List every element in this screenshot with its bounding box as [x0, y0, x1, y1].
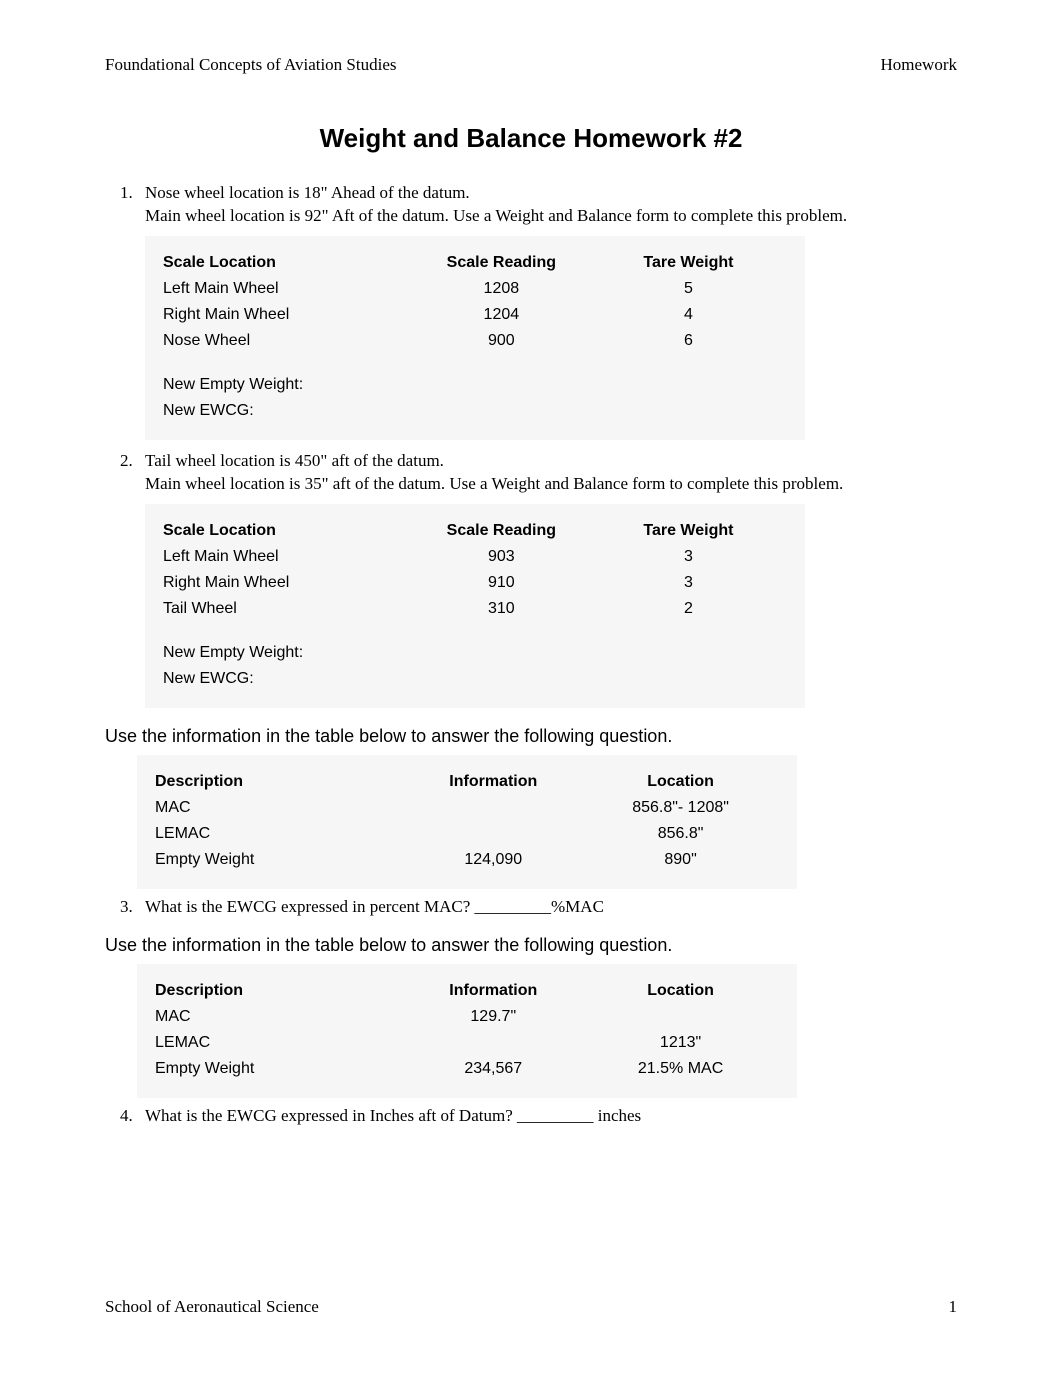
- header-right: Homework: [881, 55, 957, 75]
- header-left: Foundational Concepts of Aviation Studie…: [105, 55, 397, 75]
- q2-r1c0: Right Main Wheel: [155, 570, 401, 596]
- page-title: Weight and Balance Homework #2: [105, 123, 957, 154]
- section4-note: Use the information in the table below t…: [105, 935, 957, 956]
- q2-r0c1: 903: [401, 544, 602, 570]
- q2-r2c0: Tail Wheel: [155, 596, 401, 622]
- q1-footer-0: New Empty Weight:: [155, 372, 401, 398]
- q2-footer-1: New EWCG:: [155, 666, 401, 692]
- q1-r0c0: Left Main Wheel: [155, 276, 401, 302]
- q3-r2c1: 124,090: [392, 847, 594, 873]
- q1-r0c1: 1208: [401, 276, 602, 302]
- q2-line1: Tail wheel location is 450" aft of the d…: [145, 451, 444, 470]
- q1-r1c1: 1204: [401, 302, 602, 328]
- q3-th-0: Description: [147, 769, 392, 795]
- footer-right: 1: [949, 1297, 958, 1317]
- q1-r0c2: 5: [602, 276, 775, 302]
- q3-r0c0: MAC: [147, 795, 392, 821]
- q1-th-0: Scale Location: [155, 250, 401, 276]
- q2-th-1: Scale Reading: [401, 518, 602, 544]
- q3-r2c2: 890": [594, 847, 767, 873]
- q4-r0c1: 129.7": [392, 1004, 594, 1030]
- q1-th-2: Tare Weight: [602, 250, 775, 276]
- q3-r0c1: [392, 795, 594, 821]
- question-2: Tail wheel location is 450" aft of the d…: [137, 450, 957, 708]
- q4-r1c0: LEMAC: [147, 1030, 392, 1056]
- question-list: Nose wheel location is 18" Ahead of the …: [105, 182, 957, 1126]
- q3-th-1: Information: [392, 769, 594, 795]
- q4-r2c1: 234,567: [392, 1056, 594, 1082]
- q3-r1c1: [392, 821, 594, 847]
- q1-table-wrap: Scale Location Scale Reading Tare Weight…: [145, 236, 805, 440]
- q4-table: Description Information Location MAC 129…: [147, 978, 767, 1082]
- q4-text: What is the EWCG expressed in Inches aft…: [145, 1106, 641, 1125]
- q4-r1c1: [392, 1030, 594, 1056]
- q2-table: Scale Location Scale Reading Tare Weight…: [155, 518, 775, 692]
- q3-r1c0: LEMAC: [147, 821, 392, 847]
- q4-r1c2: 1213": [594, 1030, 767, 1056]
- question-3: What is the EWCG expressed in percent MA…: [137, 897, 957, 917]
- q2-table-wrap: Scale Location Scale Reading Tare Weight…: [145, 504, 805, 708]
- q2-r1c2: 3: [602, 570, 775, 596]
- q4-th-0: Description: [147, 978, 392, 1004]
- q4-table-wrap: Description Information Location MAC 129…: [137, 964, 797, 1098]
- q2-r0c0: Left Main Wheel: [155, 544, 401, 570]
- q2-footer-0: New Empty Weight:: [155, 640, 401, 666]
- q1-r1c2: 4: [602, 302, 775, 328]
- q3-table-wrap: Description Information Location MAC 856…: [137, 755, 797, 889]
- question-4: What is the EWCG expressed in Inches aft…: [137, 1106, 957, 1126]
- q2-r0c2: 3: [602, 544, 775, 570]
- q1-r2c1: 900: [401, 328, 602, 354]
- q4-th-2: Location: [594, 978, 767, 1004]
- q2-line2: Main wheel location is 35" aft of the da…: [145, 474, 843, 493]
- q4-r2c0: Empty Weight: [147, 1056, 392, 1082]
- footer-left: School of Aeronautical Science: [105, 1297, 319, 1317]
- q4-r0c0: MAC: [147, 1004, 392, 1030]
- q1-r1c0: Right Main Wheel: [155, 302, 401, 328]
- q3-r1c2: 856.8": [594, 821, 767, 847]
- q3-table: Description Information Location MAC 856…: [147, 769, 767, 873]
- q1-r2c0: Nose Wheel: [155, 328, 401, 354]
- q2-th-2: Tare Weight: [602, 518, 775, 544]
- q2-r2c1: 310: [401, 596, 602, 622]
- q1-line2: Main wheel location is 92" Aft of the da…: [145, 206, 847, 225]
- q1-table: Scale Location Scale Reading Tare Weight…: [155, 250, 775, 424]
- q4-th-1: Information: [392, 978, 594, 1004]
- q3-r2c0: Empty Weight: [147, 847, 392, 873]
- q3-r0c2: 856.8"- 1208": [594, 795, 767, 821]
- q3-th-2: Location: [594, 769, 767, 795]
- q3-text: What is the EWCG expressed in percent MA…: [145, 897, 604, 916]
- q4-r2c2: 21.5% MAC: [594, 1056, 767, 1082]
- q1-th-1: Scale Reading: [401, 250, 602, 276]
- q2-th-0: Scale Location: [155, 518, 401, 544]
- q4-r0c2: [594, 1004, 767, 1030]
- q2-r2c2: 2: [602, 596, 775, 622]
- q1-line1: Nose wheel location is 18" Ahead of the …: [145, 183, 470, 202]
- q2-r1c1: 910: [401, 570, 602, 596]
- question-1: Nose wheel location is 18" Ahead of the …: [137, 182, 957, 440]
- section3-note: Use the information in the table below t…: [105, 726, 957, 747]
- q1-r2c2: 6: [602, 328, 775, 354]
- q1-footer-1: New EWCG:: [155, 398, 401, 424]
